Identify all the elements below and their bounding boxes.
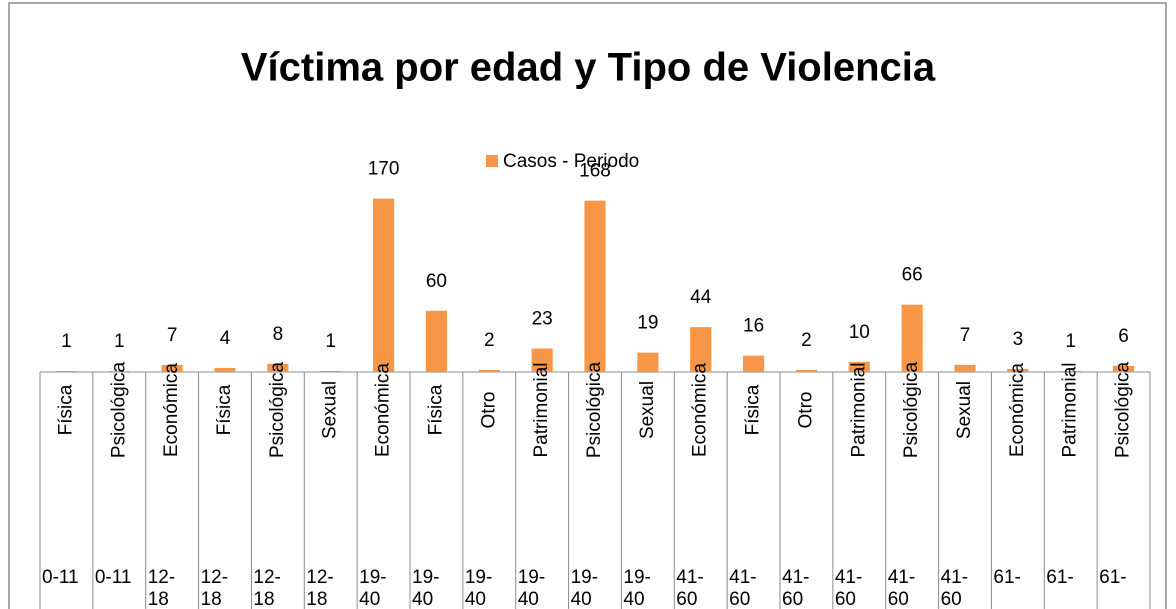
x-tick-label: Económica [373, 363, 394, 457]
x-tick-label: Patrimonial [531, 362, 552, 457]
group-label: 19-40 [623, 567, 651, 609]
x-tick-label: Psicológica [901, 362, 922, 459]
bar [1007, 368, 1029, 372]
group-label: 41-60 [729, 567, 757, 609]
bar [848, 361, 870, 372]
bar [373, 198, 395, 372]
data-label: 60 [426, 271, 447, 292]
x-tick-label: Psicológica [1113, 362, 1134, 459]
group-label: 12-18 [200, 567, 229, 609]
data-label: 7 [167, 325, 178, 346]
data-label: 6 [1118, 326, 1129, 347]
data-label: 23 [532, 309, 553, 330]
data-label: 16 [743, 316, 764, 337]
group-label: 19-40 [517, 567, 546, 609]
data-label: 2 [801, 330, 812, 351]
bar [795, 369, 817, 372]
x-tick-label: Psicológica [267, 362, 288, 459]
group-label: 41-60 [782, 567, 810, 609]
x-tick-label: Patrimonial [848, 362, 869, 457]
group-label: 0-11 [94, 567, 132, 588]
data-label: 7 [960, 325, 971, 346]
bar [55, 370, 77, 372]
bar [531, 348, 553, 372]
group-label: 12-18 [147, 567, 176, 609]
x-tick-label: Patrimonial [1060, 362, 1081, 457]
group-label: 61- [1046, 567, 1074, 588]
bar [267, 363, 289, 372]
data-label: 8 [273, 324, 284, 345]
bar [108, 370, 130, 372]
bar [425, 310, 447, 372]
data-label: 1 [325, 331, 336, 352]
data-label: 1 [114, 331, 125, 352]
bar [1113, 365, 1135, 372]
data-label: 19 [637, 313, 658, 334]
data-label: 66 [902, 265, 923, 286]
bar [584, 200, 606, 372]
x-tick-label: Física [425, 384, 446, 435]
group-label: 19-40 [359, 567, 387, 609]
data-label: 10 [849, 322, 870, 343]
bar [320, 370, 342, 372]
group-label: 41-60 [676, 567, 704, 609]
group-label: 12-18 [306, 567, 334, 609]
x-tick-label: Otro [795, 392, 816, 429]
data-label: 44 [690, 287, 712, 308]
x-tick-label: Psicológica [108, 362, 129, 459]
group-label: 61- [993, 567, 1021, 588]
data-label: 1 [61, 331, 72, 352]
bar [1060, 370, 1082, 372]
bar [901, 304, 923, 372]
legend-label: Casos - Periodo [503, 151, 639, 172]
bar [690, 327, 712, 372]
data-label: 170 [368, 159, 400, 180]
bar [954, 364, 976, 372]
group-label: 41-60 [887, 567, 916, 609]
x-tick-label: Otro [478, 392, 499, 429]
bar [214, 367, 236, 372]
chart-title: Víctima por edad y Tipo de Violencia [241, 46, 936, 90]
x-tick-label: Física [743, 384, 764, 435]
x-tick-label: Sexual [637, 381, 658, 439]
group-label: 61- [1099, 567, 1127, 588]
group-label: 19-40 [570, 567, 599, 609]
data-label: 3 [1013, 329, 1024, 350]
x-tick-label: Física [55, 384, 76, 435]
x-tick-label: Sexual [320, 381, 341, 439]
group-label: 0-11 [42, 567, 79, 588]
bar [743, 355, 765, 372]
bar [478, 369, 500, 372]
data-label: 1 [1065, 331, 1076, 352]
legend-swatch [486, 155, 498, 167]
group-label: 12-18 [253, 567, 281, 609]
x-tick-label: Económica [1007, 363, 1028, 457]
bar [161, 364, 183, 372]
x-tick-label: Económica [161, 363, 182, 457]
bar [637, 352, 659, 372]
group-label: 41-60 [834, 567, 863, 609]
data-label: 4 [220, 328, 231, 349]
data-label: 168 [579, 161, 611, 182]
x-tick-label: Sexual [954, 381, 975, 439]
data-label: 2 [484, 330, 495, 351]
group-label: 41-60 [940, 567, 969, 609]
x-tick-label: Psicológica [584, 362, 605, 459]
group-label: 19-40 [464, 567, 493, 609]
x-tick-label: Económica [690, 363, 711, 457]
x-tick-label: Física [214, 384, 235, 435]
group-label: 19-40 [412, 567, 440, 609]
